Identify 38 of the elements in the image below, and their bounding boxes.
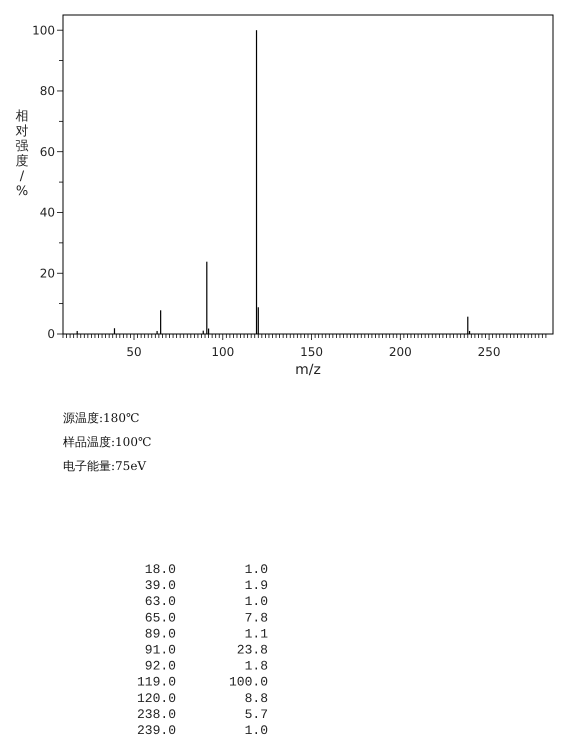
text: 91.0 xyxy=(144,642,176,658)
y-tick-label: 0 xyxy=(47,327,55,342)
text: 120.0 xyxy=(136,690,176,706)
text: 1.0 xyxy=(244,723,268,738)
text: 5.7 xyxy=(244,706,268,722)
text: 92.0 xyxy=(144,658,176,674)
text: 63.0 xyxy=(144,594,176,610)
text: 89.0 xyxy=(144,626,176,642)
x-tick-label: 200 xyxy=(388,345,412,359)
text: 119.0 xyxy=(136,674,176,690)
text: 239.0 xyxy=(136,723,176,738)
text: 8.8 xyxy=(244,690,268,706)
text: 源温度:180℃ xyxy=(63,411,140,425)
text: 23.8 xyxy=(236,642,268,658)
y-tick-label: 20 xyxy=(40,266,55,280)
x-axis-title: m/z xyxy=(295,362,321,378)
text: 1.1 xyxy=(244,626,268,642)
text: 7.8 xyxy=(244,610,268,626)
text: 1.8 xyxy=(244,658,268,674)
text: 18.0 xyxy=(144,562,176,577)
text: 1.9 xyxy=(244,578,268,594)
x-tick-label: 150 xyxy=(300,345,324,359)
x-tick-label: 50 xyxy=(126,345,142,359)
y-tick-label: 40 xyxy=(40,206,55,220)
y-tick-label: 100 xyxy=(32,23,55,38)
y-tick-label: 60 xyxy=(40,144,55,159)
text: 1.0 xyxy=(244,594,268,610)
text: 238.0 xyxy=(136,706,176,722)
x-tick-label: 100 xyxy=(211,345,234,359)
y-tick-label: 80 xyxy=(40,84,55,98)
text: 样品温度:100℃ xyxy=(63,435,152,449)
text: 39.0 xyxy=(144,578,176,594)
x-tick-label: 250 xyxy=(478,345,501,359)
text: 100.0 xyxy=(228,674,268,690)
text: 65.0 xyxy=(144,610,176,626)
text: 1.0 xyxy=(244,562,268,577)
text: 电子能量:75eV xyxy=(63,459,146,473)
y-axis-title: 相对强度/% xyxy=(16,109,28,199)
